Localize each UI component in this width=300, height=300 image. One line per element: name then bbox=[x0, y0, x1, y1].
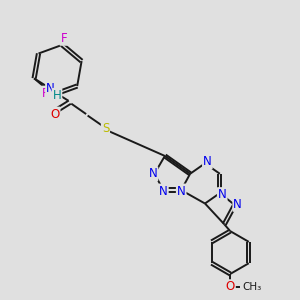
Text: N: N bbox=[177, 184, 186, 197]
Text: F: F bbox=[60, 32, 67, 45]
Text: N: N bbox=[148, 167, 157, 180]
Text: O: O bbox=[226, 280, 235, 293]
Text: CH₃: CH₃ bbox=[243, 282, 262, 292]
Text: H: H bbox=[52, 89, 62, 102]
Text: O: O bbox=[50, 108, 60, 121]
Text: N: N bbox=[46, 82, 55, 95]
Text: N: N bbox=[203, 155, 212, 168]
Text: S: S bbox=[102, 122, 109, 134]
Text: N: N bbox=[159, 184, 168, 197]
Text: N: N bbox=[233, 198, 242, 211]
Text: F: F bbox=[42, 87, 49, 100]
Text: N: N bbox=[218, 188, 226, 201]
